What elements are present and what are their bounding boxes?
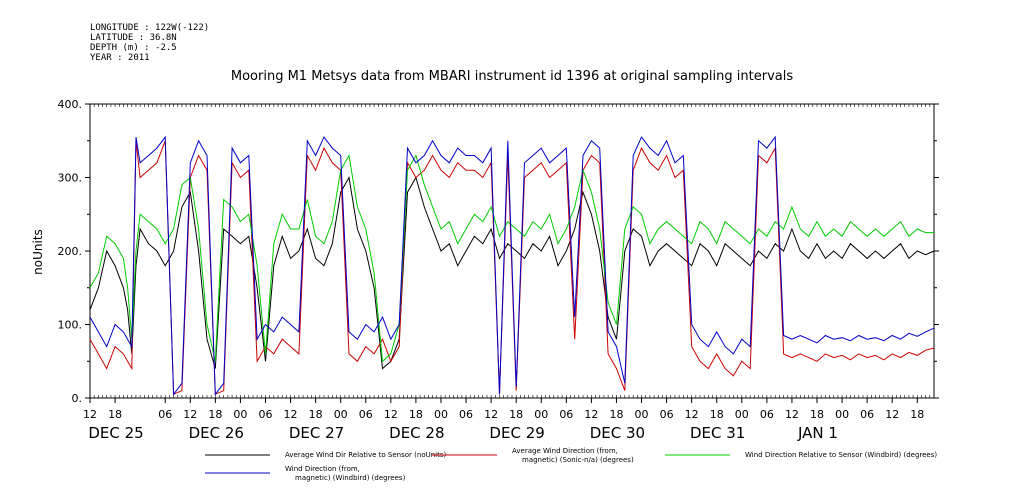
x-day-label: DEC 28 [389, 424, 444, 442]
series-line-1 [89, 176, 935, 370]
x-day-label: DEC 30 [590, 424, 645, 442]
legend: Average Wind Dir Relative to Sensor (noU… [205, 447, 937, 482]
x-tick-label: 06 [459, 408, 473, 421]
legend-label: Average Wind Direction (from, [512, 447, 618, 455]
legend-label: Wind Direction Relative to Sensor (Windb… [745, 451, 937, 459]
x-tick-label: 18 [810, 408, 824, 421]
x-tick-label: 18 [108, 408, 122, 421]
x-tick-label: 12 [284, 408, 298, 421]
x-tick-label: 12 [785, 408, 799, 421]
longitude-label: LONGITUDE : 122W(-122) [90, 23, 209, 33]
x-tick-label: 06 [760, 408, 774, 421]
y-tick-label: 100. [58, 319, 83, 332]
x-tick-label: 12 [484, 408, 498, 421]
x-tick-label: 06 [860, 408, 874, 421]
x-tick-label: 12 [83, 408, 97, 421]
x-tick-label: 06 [660, 408, 674, 421]
depth-label: DEPTH (m) : -2.5 [90, 43, 177, 53]
x-tick-label: 18 [609, 408, 623, 421]
x-day-label: JAN 1 [797, 424, 838, 442]
legend-label: Wind Direction (from, [285, 465, 360, 473]
x-tick-label: 18 [309, 408, 323, 421]
year-label: YEAR : 2011 [90, 53, 150, 63]
x-tick-label: 12 [685, 408, 699, 421]
x-tick-label: 18 [910, 408, 924, 421]
y-tick-label: 300. [58, 172, 83, 185]
x-tick-label: 06 [158, 408, 172, 421]
x-tick-label: 00 [233, 408, 247, 421]
y-tick-label: 200. [58, 245, 83, 258]
legend-label-cont: magnetic) (Sonic-n/a) (degrees) [522, 456, 634, 464]
x-tick-label: 00 [334, 408, 348, 421]
x-tick-label: 06 [559, 408, 573, 421]
legend-label-cont: magnetic) (Windbird) (degrees) [295, 474, 406, 482]
x-tick-label: 18 [208, 408, 222, 421]
x-tick-label: 12 [584, 408, 598, 421]
legend-label: Average Wind Dir Relative to Sensor (noU… [285, 451, 446, 459]
x-day-label: DEC 26 [189, 424, 244, 442]
x-tick-label: 00 [835, 408, 849, 421]
x-tick-label: 18 [710, 408, 724, 421]
x-tick-label: 12 [183, 408, 197, 421]
latitude-label: LATITUDE : 36.8N [90, 33, 177, 43]
x-tick-label: 18 [509, 408, 523, 421]
x-tick-label: 00 [635, 408, 649, 421]
x-tick-label: 00 [534, 408, 548, 421]
y-tick-label: 400. [58, 98, 83, 111]
x-tick-label: 06 [359, 408, 373, 421]
x-tick-label: 00 [735, 408, 749, 421]
x-tick-label: 06 [258, 408, 272, 421]
y-tick-label: 0. [72, 392, 83, 405]
series-layer [89, 135, 935, 396]
series-line-3 [89, 154, 934, 363]
x-axis: 12 18 06 12 18 00 06 12 18 00 06 12 18 00 06 12 18 00 06 12… [83, 398, 924, 442]
x-day-label: DEC 29 [489, 424, 544, 442]
series-line-4 [89, 135, 935, 396]
x-tick-label: 00 [434, 408, 448, 421]
x-day-label: DEC 31 [690, 424, 745, 442]
x-day-label: DEC 27 [289, 424, 344, 442]
x-tick-label: 18 [409, 408, 423, 421]
y-axis-label: noUnits [31, 229, 45, 275]
x-tick-label: 12 [384, 408, 398, 421]
x-day-label: DEC 25 [88, 424, 143, 442]
chart-title: Mooring M1 Metsys data from MBARI instru… [231, 69, 793, 84]
y-axis: 0. 100. 200. 300. 400. [58, 98, 939, 405]
x-tick-label: 12 [885, 408, 899, 421]
